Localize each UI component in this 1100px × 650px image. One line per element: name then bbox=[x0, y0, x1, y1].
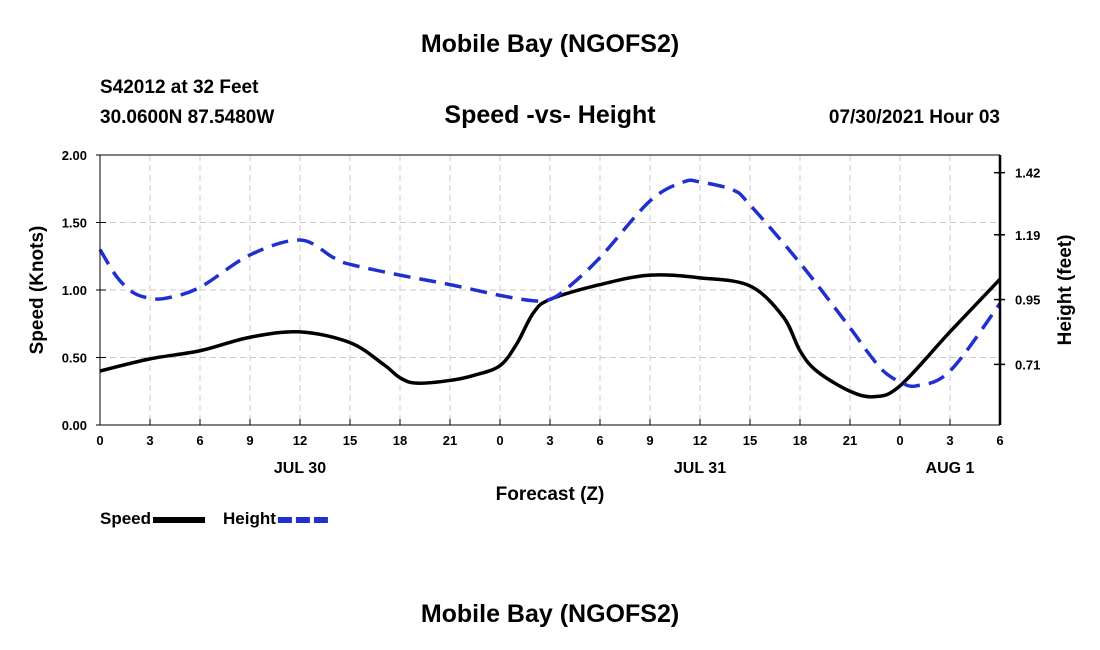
x-tick-label: 6 bbox=[996, 433, 1003, 448]
x-tick-label: 9 bbox=[646, 433, 653, 448]
y-axis-left-label: Speed (Knots) bbox=[27, 226, 48, 355]
y2-tick-label: 1.19 bbox=[1015, 228, 1040, 243]
x-tick-label: 0 bbox=[896, 433, 903, 448]
x-tick-label: 0 bbox=[496, 433, 503, 448]
series-line-height bbox=[98, 178, 1002, 389]
x-tick-label: 3 bbox=[546, 433, 553, 448]
x-tick-label: 3 bbox=[946, 433, 953, 448]
y-tick-label: 1.50 bbox=[62, 216, 87, 231]
x-tick-label: 15 bbox=[743, 433, 757, 448]
x-date-label: JUL 30 bbox=[274, 460, 326, 477]
x-tick-label: 18 bbox=[393, 433, 407, 448]
grid-layer bbox=[100, 155, 1000, 425]
y-axis-right-label: Height (feet) bbox=[1055, 235, 1076, 346]
y2-tick-label: 0.95 bbox=[1015, 293, 1040, 308]
x-tick-label: 0 bbox=[96, 433, 103, 448]
x-tick-label: 21 bbox=[443, 433, 457, 448]
forecast-datetime: 07/30/2021 Hour 03 bbox=[828, 107, 1000, 128]
tick-layer: 0 3 6 9 12 15 18 21 0 3 6 9 12 15 18 21 0 3 6 JUL 30 JUL 31 A… bbox=[62, 148, 1041, 477]
y-tick-label: 1.00 bbox=[62, 283, 87, 298]
x-tick-label: 21 bbox=[843, 433, 857, 448]
station-coordinates: 30.0600N 87.5480W bbox=[100, 107, 275, 128]
x-tick-label: 15 bbox=[343, 433, 357, 448]
y-tick-label: 2.00 bbox=[62, 148, 87, 163]
y2-tick-label: 1.42 bbox=[1015, 166, 1040, 181]
legend: Speed Height bbox=[100, 509, 330, 528]
x-tick-label: 12 bbox=[293, 433, 307, 448]
x-tick-label: 6 bbox=[196, 433, 203, 448]
chart-bottom-title: Mobile Bay (NGOFS2) bbox=[420, 600, 680, 628]
x-tick-label: 3 bbox=[146, 433, 153, 448]
chart-subtitle: Speed -vs- Height bbox=[444, 101, 656, 129]
legend-label-speed: Speed bbox=[100, 509, 151, 528]
y-tick-label: 0.50 bbox=[62, 351, 87, 366]
y-tick-label: 0.00 bbox=[62, 418, 87, 433]
x-tick-label: 6 bbox=[596, 433, 603, 448]
chart-top-title: Mobile Bay (NGOFS2) bbox=[420, 30, 680, 58]
x-date-label: JUL 31 bbox=[674, 460, 726, 477]
series-line-speed bbox=[99, 273, 1002, 399]
y2-tick-label: 0.71 bbox=[1015, 357, 1040, 372]
x-axis-label: Forecast (Z) bbox=[496, 484, 605, 505]
x-tick-label: 12 bbox=[693, 433, 707, 448]
x-date-label: AUG 1 bbox=[926, 460, 975, 477]
series-layer bbox=[98, 178, 1002, 399]
x-tick-label: 18 bbox=[793, 433, 807, 448]
x-tick-label: 9 bbox=[246, 433, 253, 448]
legend-label-height: Height bbox=[223, 509, 276, 528]
station-label: S42012 at 32 Feet bbox=[100, 77, 259, 98]
